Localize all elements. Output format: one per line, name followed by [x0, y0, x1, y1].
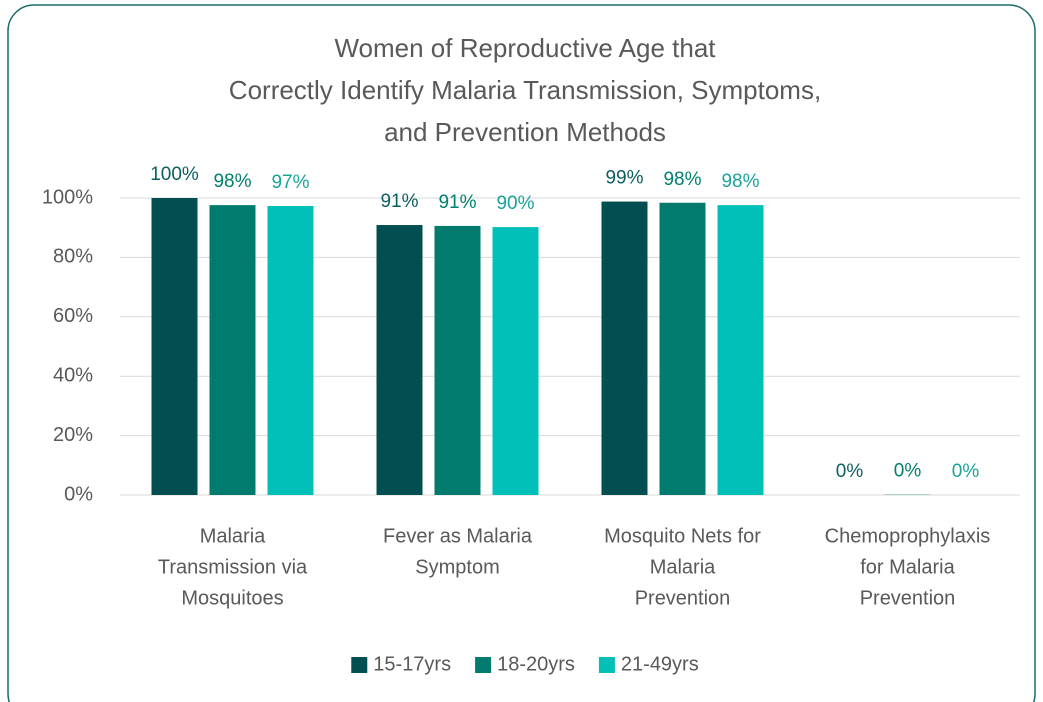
legend-swatch	[351, 657, 368, 673]
y-tick-label: 100%	[42, 186, 93, 208]
value-label: 0%	[952, 461, 980, 482]
x-tick-label: Malaria	[650, 556, 716, 578]
bar	[659, 202, 706, 495]
chart-title: Women of Reproductive Age that	[334, 33, 716, 63]
value-label: 100%	[150, 164, 199, 185]
y-tick-label: 0%	[64, 483, 93, 505]
value-label: 99%	[605, 168, 643, 189]
y-tick-label: 60%	[53, 305, 93, 327]
legend-label: 15-17yrs	[373, 653, 451, 675]
bar	[376, 225, 423, 496]
chart-title: Correctly Identify Malaria Transmission,…	[229, 75, 821, 105]
legend-label: 21-49yrs	[621, 653, 699, 675]
value-label: 98%	[663, 169, 701, 190]
value-label: 91%	[438, 192, 476, 213]
bar	[267, 206, 314, 496]
bar	[434, 225, 481, 495]
value-label: 0%	[836, 461, 864, 482]
x-tick-label: Mosquitoes	[181, 587, 283, 609]
x-tick-label: for Malaria	[860, 556, 955, 578]
chart-title: and Prevention Methods	[384, 117, 666, 147]
y-tick-label: 40%	[53, 364, 93, 386]
legend-label: 18-20yrs	[497, 653, 575, 675]
value-label: 97%	[271, 172, 309, 193]
bar	[151, 198, 198, 495]
y-tick-label: 20%	[53, 424, 93, 446]
value-label: 91%	[380, 191, 418, 212]
bar	[209, 205, 256, 496]
bar	[717, 205, 764, 496]
legend-swatch	[598, 657, 615, 673]
value-label: 0%	[894, 461, 922, 482]
x-tick-label: Symptom	[415, 556, 499, 578]
value-label: 98%	[213, 171, 251, 192]
x-tick-label: Mosquito Nets for	[604, 525, 761, 547]
x-tick-label: Chemoprophylaxis	[825, 525, 991, 547]
x-tick-label: Fever as Malaria	[383, 525, 533, 547]
legend-swatch	[475, 657, 492, 673]
bar	[601, 201, 648, 495]
y-tick-label: 80%	[53, 246, 93, 268]
value-label: 90%	[496, 193, 534, 214]
x-tick-label: Malaria	[200, 525, 266, 547]
x-tick-label: Prevention	[635, 587, 731, 609]
bar	[492, 227, 539, 495]
value-label: 98%	[721, 171, 759, 192]
x-tick-label: Prevention	[860, 587, 956, 609]
x-tick-label: Transmission via	[158, 556, 308, 578]
